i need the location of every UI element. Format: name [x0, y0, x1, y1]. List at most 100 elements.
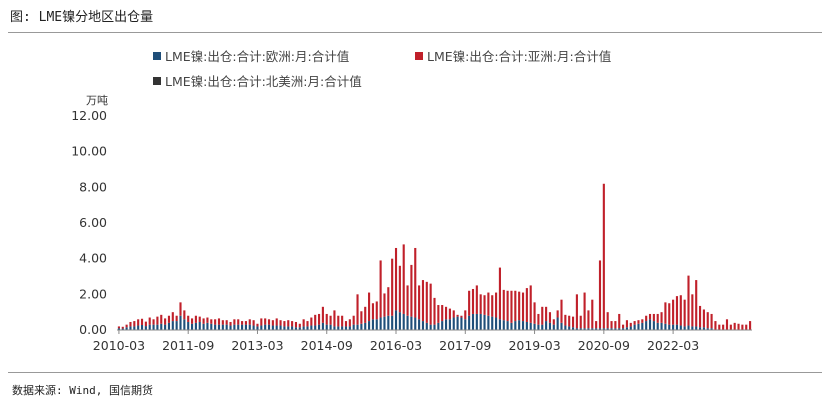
bar-series-1: [471, 313, 475, 330]
bar-series-2: [441, 305, 444, 322]
bar-series-2: [464, 310, 467, 320]
bar-series-2: [610, 321, 613, 329]
bar-series-2: [364, 306, 367, 323]
bar-series-1: [202, 323, 205, 330]
bar-series-2: [387, 287, 390, 316]
bar-series-1: [152, 324, 155, 330]
legend-swatch-3: [153, 77, 161, 85]
bar-series-1: [618, 328, 621, 330]
y-axis-ticks: 0.00 2.00 4.00 6.00 8.00 10.00 12.00: [71, 108, 107, 337]
bar-series-1: [506, 321, 509, 330]
y-axis-unit: 万吨: [86, 94, 108, 107]
bar-series-1: [437, 322, 440, 330]
bar-series-2: [314, 314, 317, 326]
bar-series-1: [629, 326, 632, 330]
chart: LME镍:出仓:合计:欧洲:月:合计值 LME镍:出仓:合计:亚洲:月:合计值 LM…: [71, 49, 752, 353]
bar-series-2: [337, 315, 340, 327]
bar-series-2: [587, 310, 590, 329]
bar-series-2: [602, 183, 605, 329]
bar-series-2: [221, 320, 224, 325]
x-tick-label: 2011-09: [162, 338, 214, 353]
bar-series-2: [352, 315, 355, 325]
bar-series-1: [560, 322, 563, 330]
bar-series-1: [664, 323, 667, 330]
bar-series-2: [622, 324, 625, 329]
bar-series-2: [502, 289, 505, 321]
bar-series-1: [391, 315, 394, 330]
bar-series-2: [702, 309, 705, 328]
x-tick-label: 2022-03: [647, 338, 699, 353]
bar-series-1: [468, 315, 471, 330]
bar-series-2: [198, 316, 201, 322]
bar-series-1: [310, 325, 313, 330]
bar-series-1: [548, 322, 552, 330]
bar-series-1: [591, 328, 594, 330]
y-tick-label: 2.00: [79, 286, 107, 301]
bar-series-2: [217, 318, 221, 325]
bar-series-2: [256, 323, 259, 327]
bar-series-2: [302, 319, 305, 327]
bar-series-2: [183, 310, 186, 320]
bar-series-1: [598, 328, 602, 330]
bar-series-1: [121, 328, 124, 330]
bar-series-2: [645, 315, 648, 322]
bar-series-1: [256, 326, 259, 330]
bar-series-1: [456, 316, 459, 331]
bar-series-1: [587, 328, 590, 330]
bar-series-2: [691, 294, 694, 327]
bar-series-1: [687, 325, 690, 330]
bar-series-1: [302, 326, 305, 330]
bar-series-2: [152, 319, 155, 325]
bar-series-2: [164, 318, 167, 325]
bar-series-1: [571, 327, 575, 330]
bar-series-1: [198, 321, 201, 330]
bar-series-2: [725, 319, 729, 330]
bar-series-2: [695, 280, 698, 327]
bar-series-1: [675, 324, 679, 330]
bar-series-2: [244, 321, 247, 325]
bar-series-1: [660, 322, 663, 330]
bar-series-2: [271, 320, 274, 326]
bar-series-1: [487, 315, 490, 330]
bar-series-1: [583, 328, 586, 330]
bar-series-2: [471, 288, 475, 314]
bar-series-1: [398, 312, 401, 330]
bar-series-1: [529, 322, 532, 330]
bar-series-2: [591, 299, 594, 329]
bar-series-2: [656, 313, 659, 323]
bar-series-2: [444, 306, 448, 320]
bar-series-1: [402, 313, 405, 330]
bar-series-1: [444, 319, 448, 330]
bar-series-2: [129, 321, 132, 327]
bar-series-2: [737, 323, 740, 330]
bar-series-2: [722, 324, 725, 330]
bar-series-1: [633, 324, 636, 330]
bar-series-1: [360, 323, 363, 330]
bar-series-1: [495, 317, 498, 330]
bar-series-2: [210, 319, 213, 324]
bar-series-1: [568, 326, 571, 330]
bar-series-1: [187, 321, 190, 330]
legend-label-3: LME镍:出仓:合计:北美洲:月:合计值: [165, 74, 362, 89]
bar-series-2: [629, 322, 632, 327]
bar-series-2: [664, 302, 667, 324]
bar-series-2: [745, 324, 748, 330]
bar-series-1: [244, 324, 247, 330]
bar-series-1: [371, 319, 374, 330]
bar-series-1: [683, 326, 686, 330]
bar-series-2: [679, 295, 682, 326]
bar-series-2: [541, 306, 544, 325]
bottom-divider: [8, 372, 822, 373]
bar-series-1: [298, 327, 301, 330]
bar-series-2: [683, 299, 686, 327]
bar-series-2: [121, 326, 124, 329]
bar-series-2: [283, 321, 286, 327]
bar-series-1: [144, 326, 147, 330]
bar-series-2: [733, 322, 736, 330]
bar-series-1: [637, 323, 640, 330]
bar-series-1: [210, 323, 213, 330]
x-tick-label: 2019-03: [508, 338, 560, 353]
bar-series-1: [491, 316, 494, 331]
bar-series-1: [221, 324, 224, 330]
bar-series-1: [129, 326, 132, 330]
